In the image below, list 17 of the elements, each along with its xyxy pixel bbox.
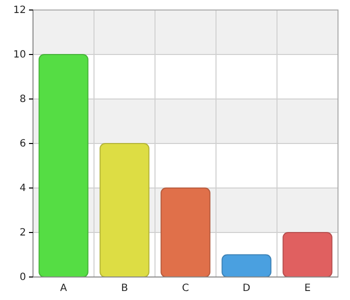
y-tick-label: 10 <box>13 50 26 61</box>
bar <box>100 143 150 278</box>
x-tick-label: B <box>121 283 128 294</box>
y-tick-label: 6 <box>20 138 26 150</box>
x-tick-label: D <box>242 283 251 294</box>
y-tick-label: 12 <box>13 5 26 16</box>
bar <box>222 254 272 278</box>
y-tick-label: 0 <box>20 272 26 284</box>
x-tick-label: C <box>182 283 190 294</box>
y-tick-label: 4 <box>20 183 26 194</box>
y-tick-label: 8 <box>20 94 26 106</box>
bar <box>38 54 88 278</box>
bar <box>160 188 210 278</box>
y-tick-label: 2 <box>20 228 26 239</box>
x-tick-label: E <box>304 283 311 294</box>
x-tick-label: A <box>60 283 68 294</box>
bar <box>282 232 332 278</box>
